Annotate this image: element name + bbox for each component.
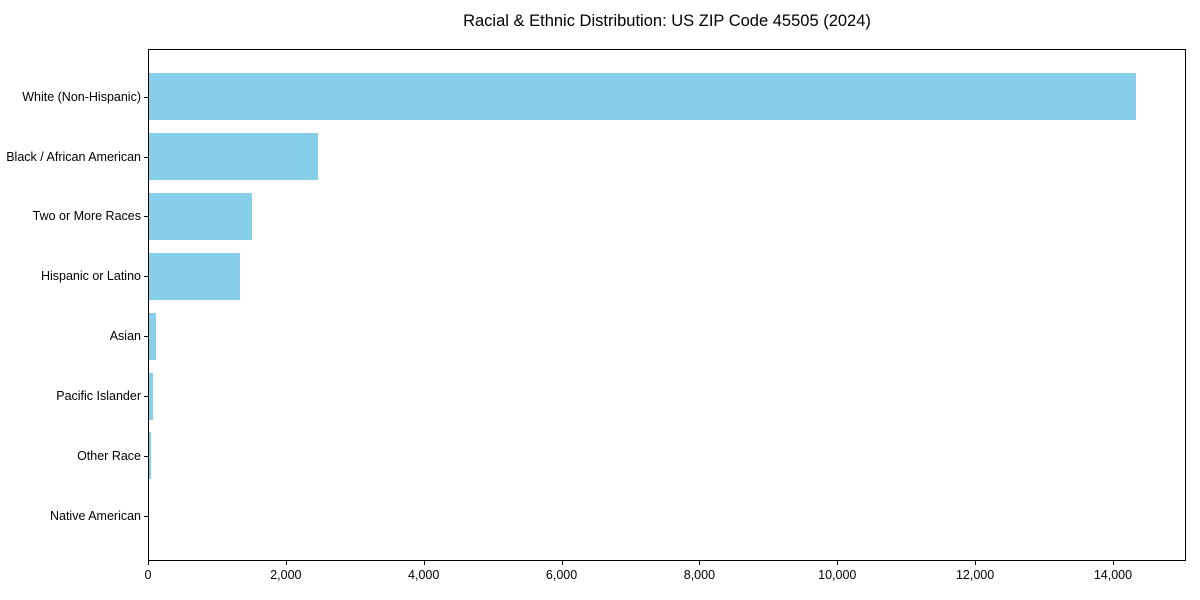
y-tick-mark xyxy=(144,336,148,338)
y-tick-mark xyxy=(144,96,148,98)
bar-white-non-hispanic xyxy=(149,73,1136,121)
x-tick-mark xyxy=(699,561,701,565)
y-tick-mark xyxy=(144,216,148,218)
y-tick-mark xyxy=(144,455,148,457)
x-tick-label: 12,000 xyxy=(955,568,995,582)
bar-asian xyxy=(149,312,156,360)
bar-two-or-more-races xyxy=(149,192,252,240)
x-tick-label: 6,000 xyxy=(545,568,578,582)
y-tick-label: Black / African American xyxy=(6,149,141,164)
y-tick-label: Two or More Races xyxy=(32,209,141,224)
x-tick-label: 0 xyxy=(144,568,152,582)
x-tick-mark xyxy=(423,561,425,565)
bar-hispanic-or-latino xyxy=(149,252,240,300)
x-tick-mark xyxy=(148,561,149,565)
y-tick-label: Native American xyxy=(49,508,141,523)
plot-area xyxy=(148,49,1186,561)
y-tick-mark xyxy=(144,515,148,517)
y-tick-label: White (Non-Hispanic) xyxy=(22,89,141,104)
x-tick-mark xyxy=(837,561,839,565)
x-tick-mark xyxy=(975,561,977,565)
bar-other-race xyxy=(149,432,151,480)
y-tick-mark xyxy=(144,396,148,397)
x-tick-label: 2,000 xyxy=(270,568,302,582)
x-tick-mark xyxy=(285,561,287,565)
x-tick-label: 8,000 xyxy=(683,568,716,582)
y-tick-label: Other Race xyxy=(77,448,141,463)
x-tick-mark xyxy=(561,561,563,565)
y-tick-label: Pacific Islander xyxy=(56,389,141,403)
y-tick-label: Asian xyxy=(109,329,141,344)
chart-title: Racial & Ethnic Distribution: US ZIP Cod… xyxy=(463,12,871,30)
y-tick-mark xyxy=(144,156,148,158)
y-tick-mark xyxy=(144,276,148,278)
y-tick-label: Hispanic or Latino xyxy=(40,269,141,284)
x-tick-label: 14,000 xyxy=(1093,568,1133,582)
x-tick-mark xyxy=(1112,561,1114,565)
x-tick-label: 10,000 xyxy=(818,568,857,582)
x-tick-label: 4,000 xyxy=(408,568,440,582)
bar-pacific-islander xyxy=(149,372,153,420)
bar-black-african-american xyxy=(149,133,318,181)
